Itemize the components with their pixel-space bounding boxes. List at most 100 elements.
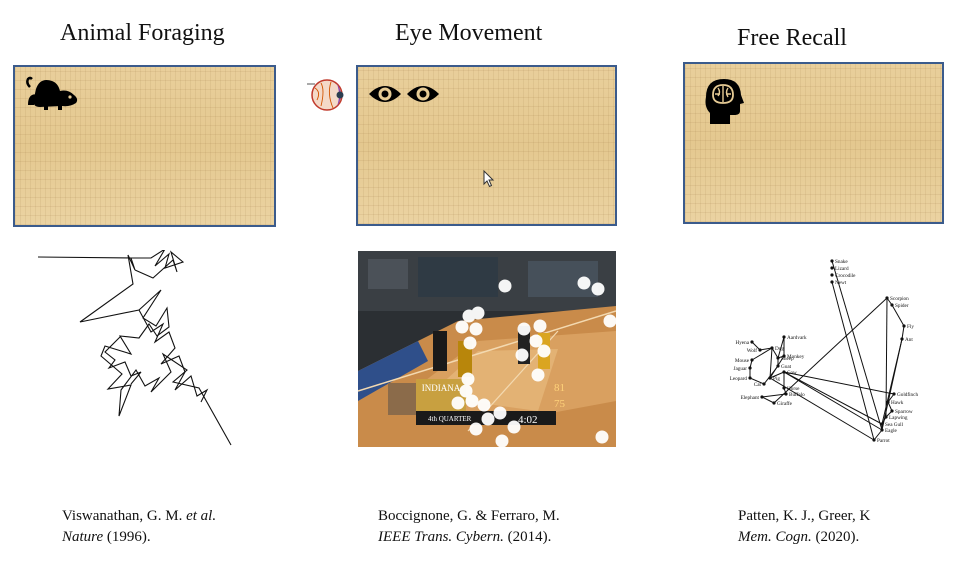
network-word-label: Pig [773, 376, 780, 382]
network-word-label: Ant [905, 337, 913, 343]
title-eye-movement: Eye Movement [395, 20, 543, 46]
citation-year: (1996). [106, 529, 151, 545]
fixation-point [469, 422, 483, 436]
title-animal-foraging: Animal Foraging [60, 20, 225, 46]
fixation-point [515, 348, 529, 362]
fixation-point [595, 430, 609, 444]
free-recall-panel [683, 62, 944, 224]
citation-journal: Nature [62, 529, 104, 545]
network-word-label: Sparrow [895, 409, 913, 415]
fixation-point [517, 322, 531, 336]
citation-authors: Boccignone, G. & Ferraro, M. [378, 508, 560, 524]
citation-journal: IEEE Trans. Cybern. [378, 529, 504, 545]
citation-free-recall: Patten, K. J., Greer, K Mem. Cogn. (2020… [738, 506, 870, 548]
network-node [830, 259, 834, 263]
fixation-point [495, 434, 509, 447]
network-node [884, 415, 888, 419]
citation-authors: Patten, K. J., Greer, K [738, 508, 871, 524]
basketball-video-frame: INDIANA 4th QUARTER 4:02 81 75 [358, 251, 616, 447]
fixation-point [465, 394, 479, 408]
network-node [768, 376, 772, 380]
eyeball-icon [307, 79, 344, 111]
fixation-point [537, 344, 551, 358]
network-node [782, 370, 786, 374]
scoreboard-time: 4:02 [518, 414, 538, 426]
fixation-point [471, 306, 485, 320]
network-edge [769, 377, 875, 441]
foraging-path-figure [37, 250, 232, 446]
network-word-label: Horse [787, 386, 800, 392]
fixation-point [533, 319, 547, 333]
fixation-point [451, 396, 465, 410]
network-edge [777, 336, 785, 359]
network-word-label: Giraffe [777, 400, 793, 407]
network-edge [873, 429, 883, 441]
network-node [750, 358, 754, 362]
network-node [750, 340, 754, 344]
network-edge [901, 325, 905, 340]
network-edge [749, 377, 765, 385]
network-edge [891, 304, 905, 327]
citation-etal: et al. [186, 508, 217, 524]
network-node [748, 376, 752, 380]
network-node [880, 422, 884, 426]
citation-eye-movement: Boccignone, G. & Ferraro, M. IEEE Trans.… [378, 506, 560, 548]
network-edge [783, 371, 883, 425]
fixation-point [591, 282, 605, 296]
network-word-label: Buffalo [789, 391, 805, 398]
network-word-label: Newt [835, 280, 847, 286]
citation-foraging: Viswanathan, G. M. et al. Nature (1996). [62, 506, 216, 548]
network-edge [783, 371, 883, 431]
fixation-point [577, 276, 591, 290]
network-node [880, 428, 884, 432]
mouse-cursor-icon [483, 170, 495, 188]
network-word-label: Goldfinch [897, 391, 918, 398]
scoreboard-score-b: 75 [554, 398, 566, 410]
network-edge [887, 401, 893, 412]
network-edge [751, 341, 761, 351]
network-node [872, 438, 876, 442]
network-edge [881, 338, 903, 425]
network-word-label: Snake [835, 259, 848, 265]
network-edge [769, 347, 773, 379]
fixation-point [469, 322, 483, 336]
network-node [762, 382, 766, 386]
network-word-label: Cow [787, 370, 797, 376]
fixation-point [461, 372, 475, 386]
network-node [830, 280, 834, 284]
network-edge [773, 297, 888, 404]
network-word-label: Lizard [835, 266, 849, 272]
citation-year: (2020). [815, 529, 860, 545]
network-node [782, 386, 786, 390]
network-node [770, 346, 774, 350]
eye-movement-panel [356, 65, 617, 226]
network-word-label: Monkey [787, 354, 805, 360]
network-node [902, 324, 906, 328]
network-word-label: Sea Gull [885, 422, 904, 428]
network-node [782, 354, 786, 358]
fixation-point [529, 334, 543, 348]
fixation-point [603, 314, 616, 328]
network-word-label: Elephant [741, 395, 760, 401]
network-word-label: Sheep [781, 356, 794, 362]
network-edge [887, 393, 895, 403]
network-edge [783, 371, 895, 395]
fixation-point [463, 336, 477, 350]
network-word-label: Fly [907, 324, 914, 330]
network-edge [763, 365, 779, 385]
network-node [776, 364, 780, 368]
brain-head-icon [705, 79, 744, 124]
network-edge [769, 371, 785, 379]
scoreboard-quarter: 4th QUARTER [428, 415, 472, 423]
network-edge [761, 396, 775, 404]
citation-authors: Viswanathan, G. M. [62, 508, 183, 524]
network-node [890, 409, 894, 413]
network-edge [751, 347, 773, 361]
network-node [830, 273, 834, 277]
network-edge [885, 297, 888, 418]
network-node [748, 366, 752, 370]
title-free-recall: Free Recall [737, 25, 847, 51]
network-word-label: Hyena [735, 340, 749, 346]
network-word-label: Leopard [730, 376, 748, 382]
